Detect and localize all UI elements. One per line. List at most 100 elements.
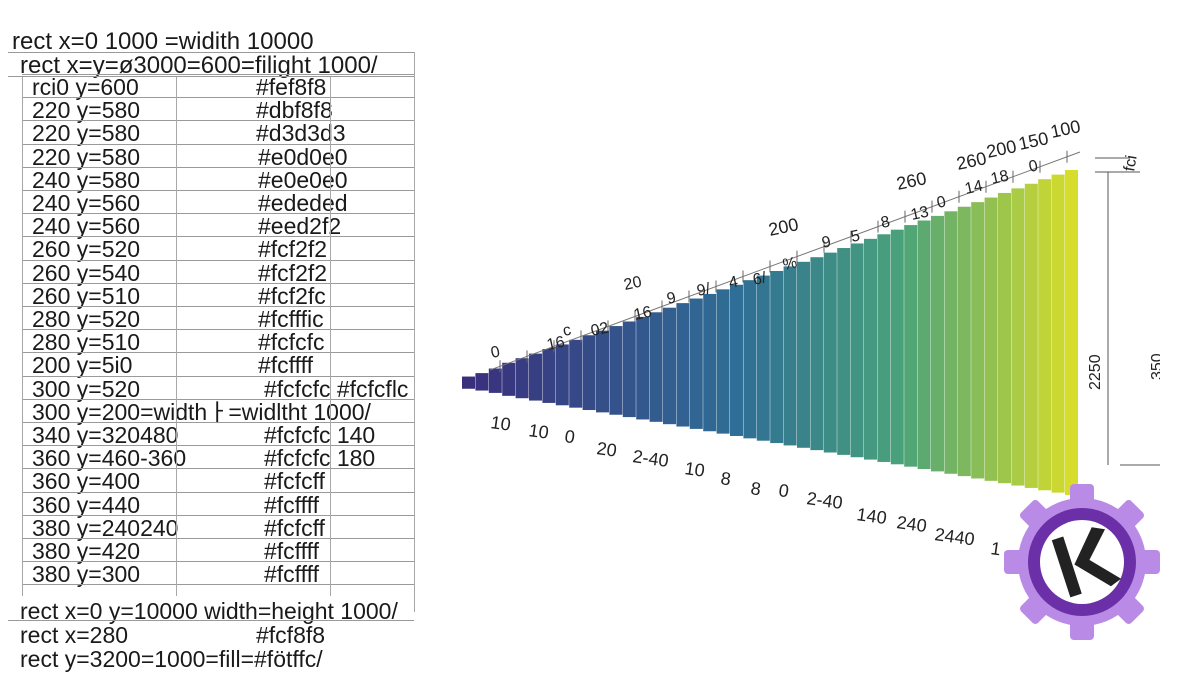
row-left-text: 300 y=520 xyxy=(32,375,141,402)
row-right-text: #fcfcfc 180 xyxy=(264,445,376,472)
diagonal-guide-line xyxy=(489,151,1081,371)
row-right-text: #fcffff xyxy=(258,352,313,379)
bottom-label: 140 xyxy=(855,504,888,528)
row-left-text: 220 y=580 xyxy=(32,143,141,170)
bottom-label: 10 xyxy=(489,412,512,435)
chart-bar xyxy=(689,298,703,429)
row-left-text: rci0 y=600 xyxy=(32,74,139,100)
table-divider xyxy=(22,561,414,563)
table-divider xyxy=(22,445,414,447)
chart-bar xyxy=(971,202,985,479)
chart-bar xyxy=(837,248,851,455)
table-divider xyxy=(22,74,414,75)
chart-bar xyxy=(770,270,784,444)
table-divider xyxy=(22,236,414,238)
chart-bar xyxy=(716,289,730,434)
table-divider xyxy=(22,491,414,493)
chart-bar xyxy=(502,362,516,396)
row-left-text: 380 y=420 xyxy=(32,538,141,564)
chart-bar xyxy=(877,234,891,462)
row-left-text: 380 y=240240 xyxy=(32,514,179,541)
table-divider xyxy=(22,282,414,284)
row-right-text: #fcffff xyxy=(264,561,319,588)
table-divider xyxy=(22,120,414,122)
header-divider xyxy=(8,620,414,621)
row-right-text: #fcf2fc xyxy=(258,282,326,309)
row-right-text: #fcfffic xyxy=(258,306,324,332)
row-left-text: 220 y=580 xyxy=(32,120,141,147)
table-divider xyxy=(22,422,414,423)
chart-bar xyxy=(515,358,529,399)
chart-bar xyxy=(917,220,931,470)
chart-bar xyxy=(797,261,810,448)
right-dimension-label: fci xyxy=(1121,154,1141,173)
diagonal-label: 0 xyxy=(935,193,947,211)
diagonal-label: c xyxy=(561,322,572,340)
footer-line-1: rect x=0 y=10000 width=height 1000/ xyxy=(20,598,398,624)
right-dimension-label: 2250 xyxy=(1087,354,1104,390)
row-left-text: 260 y=510 xyxy=(32,282,141,309)
diagonal-label: 9 xyxy=(665,289,677,307)
chart-bar xyxy=(529,353,542,401)
row-left-text: 340 y=320480 xyxy=(32,422,179,448)
diagonal-label: 8 xyxy=(879,213,891,231)
bottom-label: 2-40 xyxy=(805,488,843,513)
chart-bar xyxy=(743,280,757,439)
diagonal-label: 260 xyxy=(895,168,929,194)
row-right-text: #e0d0e0 xyxy=(258,143,348,170)
header-line-1: rect x=0 1000 =widith 10000 xyxy=(12,28,314,55)
chart-bar xyxy=(622,321,636,418)
chart-bar xyxy=(998,192,1011,484)
chart-bar xyxy=(596,330,609,413)
diagonal-label: 5 xyxy=(849,227,861,245)
diagonal-label: 20 xyxy=(622,274,643,294)
table-divider xyxy=(22,538,414,539)
diagonal-label: 260 xyxy=(955,148,989,174)
table-divider xyxy=(22,190,414,191)
row-left-text: 360 y=400 xyxy=(32,468,141,495)
bottom-label: 240 xyxy=(895,512,928,536)
chart-bar xyxy=(823,252,837,453)
chart-bar xyxy=(984,197,998,481)
row-left-text: 220 y=580 xyxy=(32,97,141,124)
bottom-label: 0 xyxy=(777,480,790,501)
chart-bar xyxy=(810,257,824,451)
row-right-text: #ededed xyxy=(258,190,348,216)
row-left-text: 280 y=510 xyxy=(32,329,141,356)
bottom-label: 10 xyxy=(527,420,550,443)
row-left-text: 300 y=200=widthㅏ=widltht 1000/ xyxy=(32,398,371,425)
diagonal-label: 200 xyxy=(767,214,801,240)
row-left-text: 240 y=560 xyxy=(32,213,141,240)
chart-bar xyxy=(1038,179,1052,491)
bottom-label: 0 xyxy=(563,426,576,447)
table-divider xyxy=(22,259,414,261)
row-left-text: 260 y=520 xyxy=(32,236,141,263)
row-left-text: 360 y=440 xyxy=(32,491,141,518)
chart-bar xyxy=(944,211,958,474)
table-divider xyxy=(22,468,414,470)
table-divider xyxy=(22,584,414,586)
chart-bar xyxy=(649,312,663,422)
bottom-label: 2440 xyxy=(933,524,975,549)
chart-bar xyxy=(488,368,502,393)
footer-right-value: #fcf8f8 xyxy=(256,622,326,648)
chart-bar xyxy=(569,339,583,408)
header-divider xyxy=(8,52,414,53)
footer-line-2: rect x=280 xyxy=(20,622,129,648)
row-right-text: #fcfcff xyxy=(264,514,325,541)
row-right-text: #fcfcfc xyxy=(258,329,325,356)
code-text-panel: rect x=0 1000 =widith 10000 rect x=y=ø30… xyxy=(0,0,420,675)
diagonal-label: 100 xyxy=(1049,116,1083,142)
diagonal-label: % xyxy=(781,254,798,274)
table-column-line xyxy=(176,76,177,596)
row-left-text: 240 y=560 xyxy=(32,190,141,216)
diagonal-label: 0 xyxy=(489,343,501,361)
diagonal-label: 150 xyxy=(1017,128,1051,154)
row-left-text: 200 y=5i0 xyxy=(32,352,133,379)
table-divider xyxy=(22,213,414,215)
diagonal-label: 9/ xyxy=(695,280,712,300)
header-divider xyxy=(8,76,414,77)
chart-bar xyxy=(864,238,877,460)
table-divider xyxy=(22,306,414,307)
